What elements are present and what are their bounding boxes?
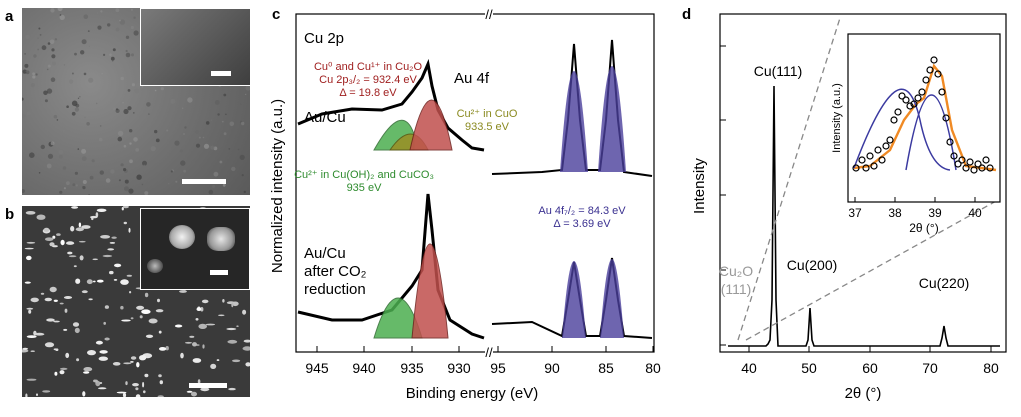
label-cu200: Cu(200): [787, 257, 838, 273]
c-xlabel: Binding energy (eV): [406, 385, 539, 402]
ann-au-1: Au 4f₇/₂ = 84.3 eV: [538, 205, 626, 217]
c-ylabel: Normalized intensity (a.u.): [269, 99, 286, 273]
tick-80: 80: [645, 360, 661, 376]
axis-break-bottom: //: [485, 345, 493, 360]
sample-bottom-1: Au/Cu: [304, 245, 346, 262]
d-ylabel: Intensity: [691, 158, 708, 214]
axis-break-top: //: [485, 7, 493, 22]
sample-bottom-3: reduction: [304, 281, 366, 298]
panel-b-micrograph: [22, 206, 250, 397]
cu-bottom-spectrum: [297, 193, 485, 340]
xrd-pattern: [728, 85, 1000, 347]
panel-a-label: a: [5, 8, 14, 25]
label-cu2o-2: (111): [721, 281, 752, 297]
inset-data-points: [852, 56, 994, 174]
panel-a-inset: [140, 8, 250, 86]
sample-top: Au/Cu: [304, 109, 346, 126]
d-tick-50: 50: [801, 360, 817, 376]
tick-945: 945: [305, 360, 329, 376]
au-bottom-peak-52: [600, 259, 624, 338]
label-cu220: Cu(220): [919, 275, 970, 291]
panel-d-label: d: [682, 6, 692, 23]
inset-fit-peak1: [853, 88, 951, 171]
ann-green-2: 935 eV: [347, 182, 383, 194]
d-xlabel: 2θ (°): [845, 385, 882, 402]
cu-top-spectrum: [297, 58, 485, 152]
inset-fit-peak2: [905, 94, 957, 171]
au-top-peak-52: [598, 66, 626, 172]
inset-frame: [847, 33, 1001, 203]
inset-xlabel: 2θ (°): [909, 221, 938, 235]
panel-c-label: c: [272, 6, 281, 23]
inset-tick-39: 39: [928, 206, 942, 220]
panel-b-inset-scalebar: [210, 270, 228, 275]
inset-fit-total: [853, 63, 997, 172]
panel-c-chart: // // 945 940 935 930 95 90 85 80 Bindin…: [269, 7, 661, 402]
d-tick-70: 70: [922, 360, 938, 376]
c-series-title: Cu 2p: [304, 30, 344, 47]
tick-940: 940: [352, 360, 376, 376]
tick-95: 95: [490, 360, 506, 376]
ann-olive-2: 933.5 eV: [465, 121, 510, 133]
panel-a-inset-scalebar: [211, 71, 231, 76]
tick-85: 85: [598, 360, 614, 376]
inset-tick-38: 38: [888, 206, 902, 220]
tick-935: 935: [400, 360, 424, 376]
d-tick-40: 40: [741, 360, 757, 376]
panel-b-scalebar: [189, 383, 227, 388]
label-cu111: Cu(111): [754, 63, 803, 79]
panel-b-label: b: [5, 206, 15, 223]
cu-top-component-red: [409, 99, 453, 151]
tick-90: 90: [544, 360, 560, 376]
au-top-peak-72: [560, 71, 588, 172]
panel-a-micrograph: [22, 8, 250, 195]
au-title: Au 4f: [454, 70, 490, 87]
panel-d-chart: 40 50 60 70 80 2θ (°) Intensity Cu(111) …: [691, 13, 1007, 402]
panel-a-scalebar: [182, 179, 226, 184]
ann-olive-1: Cu²⁺ in CuO: [457, 108, 518, 120]
ann-green-1: Cu²⁺ in Cu(OH)₂ and CuCO₃: [294, 169, 434, 181]
sample-bottom-2: after CO₂: [304, 263, 367, 280]
ann-au-2: Δ = 3.69 eV: [553, 218, 611, 230]
cu-bottom-component-red: [411, 243, 449, 339]
ann-red-3: Δ = 19.8 eV: [339, 87, 397, 99]
inset-tick-40: 40: [968, 206, 982, 220]
label-cu2o-1: Cu₂O: [719, 263, 753, 279]
ann-red-1: Cu⁰ and Cu¹⁺ in Cu₂O: [314, 61, 422, 73]
d-tick-60: 60: [862, 360, 878, 376]
au-bottom-peak-72: [562, 261, 586, 338]
tick-930: 930: [447, 360, 471, 376]
panel-b-texture: [22, 206, 250, 397]
panel-b-inset: [140, 208, 250, 290]
inset-ylabel: Intensity (a.u.): [831, 83, 843, 153]
d-tick-80: 80: [983, 360, 999, 376]
ann-red-2: Cu 2p₃/₂ = 932.4 eV: [319, 74, 417, 86]
inset-tick-37: 37: [848, 206, 862, 220]
